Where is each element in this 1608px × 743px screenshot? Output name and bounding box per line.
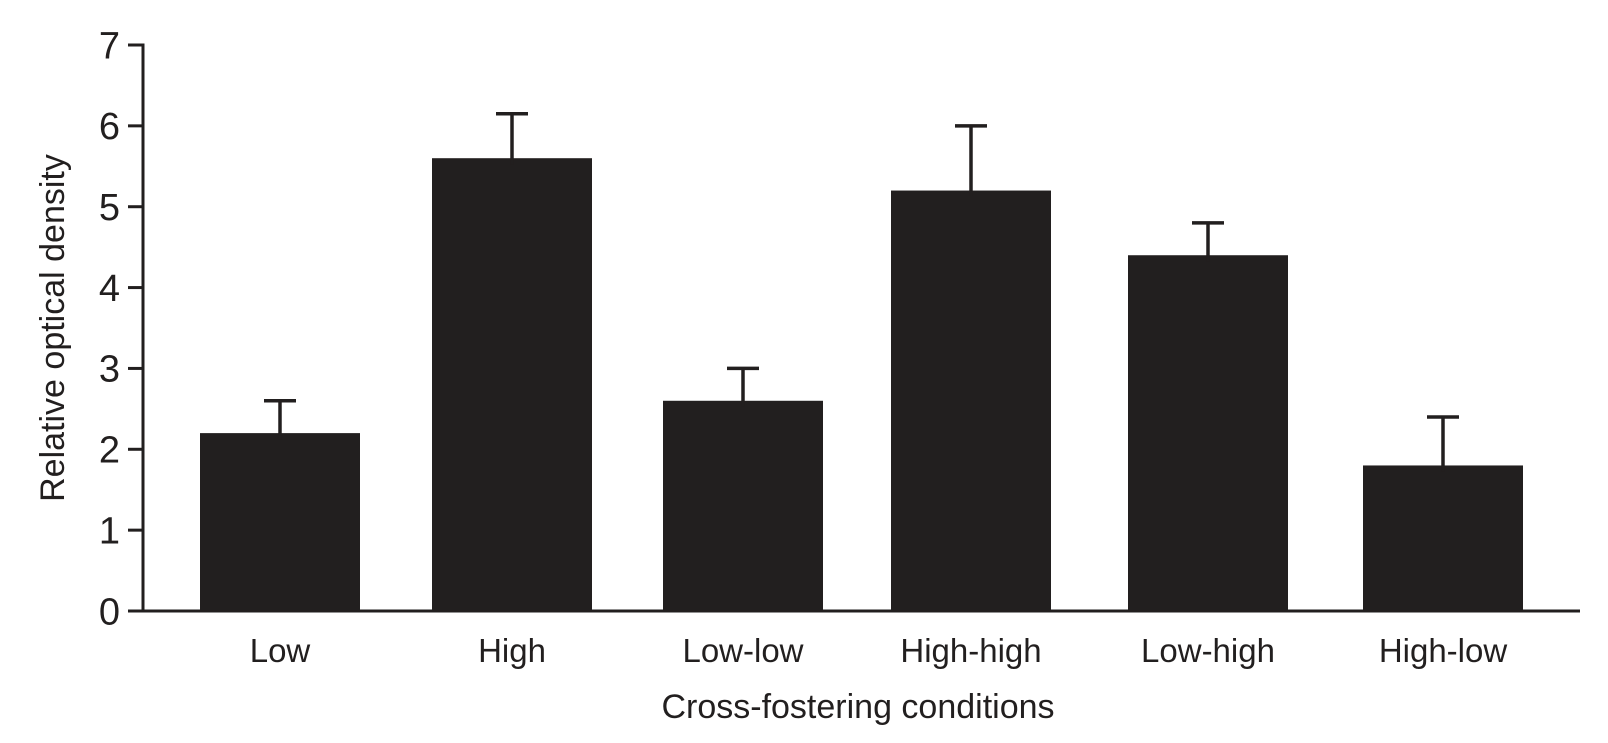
y-tick-label-1: 1 [99,510,120,552]
y-tick-label-5: 5 [99,187,120,229]
plot-area: Low High Low-low High-high Low-high High-low 0… [99,25,1580,669]
y-tick-label-3: 3 [99,349,120,391]
bar-low [200,433,360,611]
x-tick-label-high-high: High-high [900,632,1041,669]
x-tick-label-high-low: High-low [1379,632,1508,669]
x-tick-label-low-low: Low-low [682,632,803,669]
x-tick-label-low-high: Low-high [1141,632,1275,669]
bar-high-low [1363,465,1523,611]
bar-high [432,158,592,611]
bar-low-low [663,400,823,611]
y-tick-label-7: 7 [99,25,120,67]
y-axis-title: Relative optical density [34,154,72,502]
y-tick-label-0: 0 [99,591,120,633]
y-tick-label-2: 2 [99,430,120,472]
x-tick-label-high: High [478,632,546,669]
x-tick-label-low: Low [250,632,311,669]
bar-high-high [891,190,1051,612]
y-tick-label-4: 4 [99,268,120,310]
x-axis-title: Cross-fostering conditions [661,688,1054,726]
y-tick-label-6: 6 [99,106,120,148]
bar-low-high [1128,255,1288,611]
